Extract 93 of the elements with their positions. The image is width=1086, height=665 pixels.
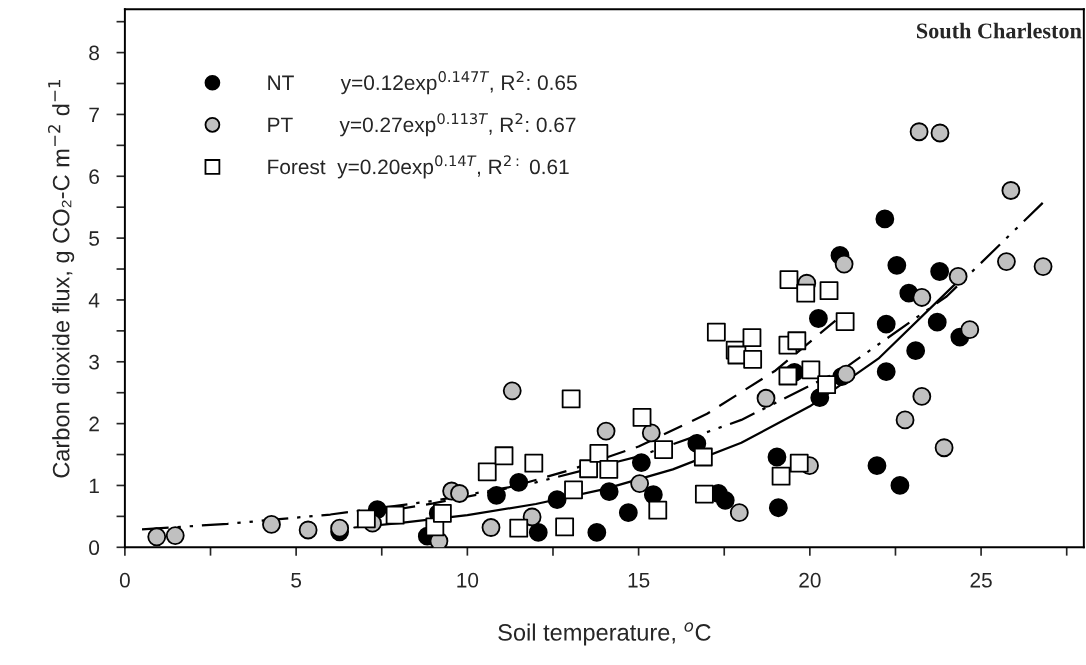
point: [587, 523, 607, 542]
point: [579, 459, 599, 479]
point: [796, 283, 816, 303]
point: [867, 456, 887, 476]
point: [487, 485, 506, 505]
point: [385, 505, 405, 525]
point: [927, 312, 947, 332]
y-axis-title: Carbon dioxide flux, g CO₂-C m$^{−2}$ d$^{−1}$: [47, 80, 75, 478]
point: [890, 476, 910, 495]
point: [494, 446, 514, 466]
point: [1033, 257, 1053, 276]
point: [912, 387, 932, 406]
point: [895, 410, 915, 430]
point: [934, 438, 954, 458]
point: [561, 389, 581, 409]
y-tick-label: 2: [89, 416, 99, 432]
point: [743, 349, 763, 369]
point: [808, 309, 828, 328]
legend-label: NT y=0.12exp$^{0.147T}$, R$^{2}$: 0.65: [268, 71, 577, 95]
point: [960, 320, 980, 340]
x-tick-label: 10: [457, 572, 479, 588]
point: [948, 267, 968, 286]
point: [477, 462, 497, 482]
point: [502, 381, 522, 401]
point: [564, 480, 583, 500]
point: [528, 523, 548, 542]
point: [789, 453, 809, 473]
point: [875, 209, 895, 229]
point: [555, 517, 575, 537]
point: [524, 453, 544, 473]
point: [509, 518, 529, 538]
point: [767, 447, 787, 467]
point: [618, 503, 638, 523]
point: [481, 518, 501, 537]
point: [834, 254, 854, 274]
point: [147, 527, 167, 547]
point: [909, 122, 929, 142]
point: [930, 123, 950, 143]
x-axis-title: Soil temperature, $^{o}$C: [498, 622, 711, 646]
y-tick-label: 3: [89, 354, 99, 370]
point: [694, 484, 714, 504]
legend-label: Forest y=0.20exp$^{0.14T}$, R$^{2:}$ 0.61: [268, 155, 569, 179]
point: [706, 322, 726, 342]
point: [432, 503, 452, 523]
legend-label: PT y=0.27exp$^{0.113T}$, R$^{2}$: 0.67: [268, 113, 576, 137]
point: [547, 490, 567, 510]
point: [522, 507, 542, 527]
point: [997, 252, 1016, 272]
y-tick-label: 7: [89, 107, 99, 122]
point: [729, 503, 749, 523]
y-tick-label: 5: [89, 231, 100, 246]
x-tick-label: 20: [799, 572, 821, 588]
point: [509, 472, 529, 492]
point: [912, 288, 932, 307]
point: [165, 526, 185, 545]
point: [787, 331, 807, 351]
point: [599, 459, 619, 479]
point: [778, 366, 798, 386]
point: [641, 423, 661, 443]
point: [876, 362, 896, 382]
y-tick-label: 1: [89, 478, 99, 494]
point: [1001, 181, 1021, 200]
point: [262, 515, 281, 534]
point: [801, 360, 821, 380]
x-tick-label: 0: [119, 572, 130, 588]
point: [596, 421, 616, 441]
x-tick-label: 25: [970, 572, 992, 588]
point: [630, 474, 650, 494]
point: [835, 312, 855, 331]
point: [819, 281, 839, 301]
point: [450, 484, 469, 503]
y-tick-label: 8: [89, 45, 99, 61]
point: [771, 466, 791, 486]
point: [632, 408, 652, 427]
point: [756, 388, 776, 408]
point: [356, 509, 376, 529]
y-tick-label: 0: [89, 540, 100, 556]
point: [648, 500, 668, 520]
point: [631, 453, 651, 472]
point: [906, 341, 926, 361]
point: [599, 482, 619, 502]
chart-title: South Charleston: [917, 22, 1082, 39]
point: [768, 498, 788, 518]
y-tick-label: 6: [89, 169, 99, 185]
point: [298, 520, 318, 540]
x-tick-label: 5: [291, 573, 302, 588]
point: [876, 314, 896, 334]
y-tick-label: 4: [88, 293, 100, 308]
point: [887, 255, 907, 275]
point: [930, 262, 950, 281]
x-tick-label: 15: [628, 573, 650, 588]
point: [693, 447, 713, 467]
point: [715, 490, 735, 510]
